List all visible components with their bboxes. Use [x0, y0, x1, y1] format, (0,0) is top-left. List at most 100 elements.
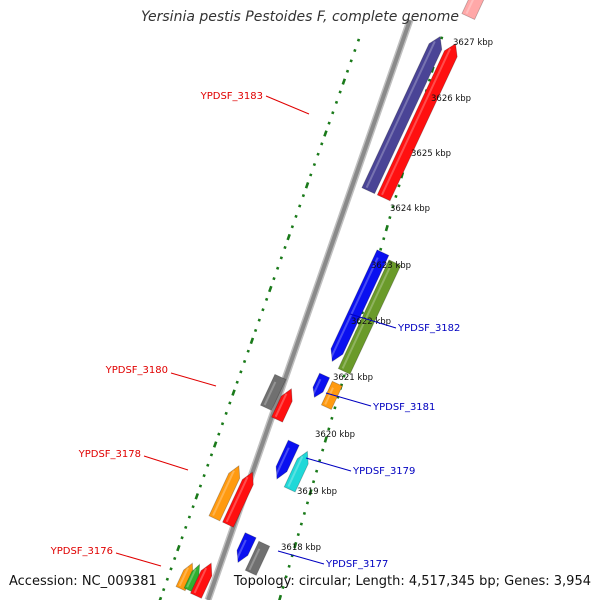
track-tick [342, 374, 346, 378]
track-tick [217, 432, 221, 436]
dotted-track-left [158, 38, 361, 600]
track-tick [301, 194, 306, 198]
gene-label-ypdsf_3183: YPDSF_3183 [200, 91, 263, 102]
gene-label-leader [305, 457, 352, 472]
track-tick [397, 184, 401, 188]
track-tick [384, 224, 389, 232]
track-tick [360, 311, 364, 315]
scale-label: 3622 kbp [351, 317, 391, 327]
gene-label-leader [143, 455, 189, 471]
track-tick [239, 370, 243, 374]
gene-blue-3182-highlight [329, 257, 379, 359]
gene-red-3180-highlight [274, 393, 288, 418]
gene-label-leader [170, 372, 217, 387]
gene-orange-3178 [208, 465, 241, 522]
gene-label-ypdsf_3180: YPDSF_3180 [105, 365, 168, 376]
topology-text: Topology: circular; Length: 4,517,345 bp… [233, 574, 591, 589]
track-tick [206, 463, 210, 467]
track-tick [338, 90, 342, 94]
gene-labels: YPDSF_3183 YPDSF_3182 YPDSF_3180 YPDSF_3181… [50, 91, 461, 570]
track-tick [391, 205, 395, 209]
gene-label-leader [277, 550, 325, 565]
track-tick [249, 337, 255, 345]
gene-red-3183 [376, 43, 458, 202]
track-tick [279, 256, 283, 260]
track-tick [220, 422, 225, 426]
gene-orange-3181 [320, 380, 343, 411]
track-tick [176, 544, 181, 552]
track-tick [180, 536, 184, 540]
gene-red-3180 [271, 387, 293, 423]
track-tick [276, 266, 280, 270]
track-tick [169, 567, 173, 571]
track-tick [327, 427, 331, 431]
gene-label-ypdsf_3182: YPDSF_3182 [397, 323, 460, 334]
track-tick [268, 285, 273, 293]
gene-orange-left [175, 562, 194, 592]
track-tick [261, 308, 265, 312]
track-tick [290, 225, 294, 229]
gene-label-ypdsf_3176: YPDSF_3176 [50, 546, 113, 557]
gene-green-left [183, 563, 201, 592]
track-tick [334, 100, 339, 104]
gene-blue-3179 [275, 439, 300, 480]
gene-gray-3177 [244, 540, 271, 576]
gene-label-ypdsf_3178: YPDSF_3178 [78, 449, 141, 460]
track-tick [294, 214, 298, 219]
track-tick [320, 142, 324, 146]
track-tick [298, 204, 302, 208]
scale-labels: 3627 kbp 3626 kbp 3625 kbp 3624 kbp 3623 kbp… [281, 38, 493, 553]
gene-label-ypdsf_3179: YPDSF_3179 [352, 466, 415, 477]
gene-label-leader [349, 313, 397, 329]
track-tick [308, 489, 313, 496]
track-tick [349, 59, 353, 63]
track-tick [331, 111, 335, 115]
gene-cyan-3179 [283, 450, 309, 493]
track-tick [165, 577, 169, 581]
gene-red-3183-highlight [381, 48, 452, 196]
gene-olive-3182 [337, 259, 402, 375]
track-tick [440, 36, 444, 40]
gene-purple-3183-highlight [365, 40, 436, 189]
track-tick [191, 505, 195, 509]
accession-text: Accession: NC_009381 [9, 574, 157, 589]
track-tick [224, 411, 228, 415]
track-tick [394, 194, 398, 198]
gene-blue-3181 [312, 372, 331, 398]
track-tick [316, 152, 320, 156]
scale-label: 3620 kbp [315, 430, 355, 440]
track-tick [302, 511, 307, 516]
gene-features [175, 0, 485, 599]
gene-green-left-highlight [186, 568, 197, 588]
gene-blue-3177-highlight [235, 539, 247, 561]
track-tick [286, 233, 291, 241]
track-tick [315, 469, 319, 473]
gene-blue-3177 [236, 532, 257, 564]
track-tick [231, 389, 236, 396]
track-tick [235, 380, 239, 384]
track-tick [284, 575, 288, 579]
gene-orange-left-highlight [178, 567, 189, 587]
track-tick [353, 48, 357, 53]
track-tick [323, 130, 328, 137]
track-tick [293, 541, 298, 549]
gene-pink-top-highlight [465, 0, 474, 15]
track-tick [198, 484, 203, 488]
track-tick [162, 588, 166, 592]
track-tick [246, 349, 250, 353]
gene-blue-3181-highlight [312, 378, 322, 395]
map-title: Yersinia pestis Pestoides F, complete ge… [141, 9, 459, 25]
track-tick [228, 401, 232, 405]
gene-red-3176 [189, 562, 213, 599]
gene-purple-3183 [361, 35, 443, 195]
gene-label-leader [115, 552, 162, 567]
gene-orange-3178-highlight [212, 470, 235, 516]
track-tick [330, 416, 334, 420]
track-tick [304, 182, 310, 189]
gene-gray-3177-highlight [248, 548, 261, 571]
scale-label: 3621 kbp [333, 373, 373, 383]
track-tick [212, 441, 218, 448]
scale-label: 3624 kbp [390, 204, 430, 214]
scale-label: 3618 kbp [281, 543, 321, 553]
